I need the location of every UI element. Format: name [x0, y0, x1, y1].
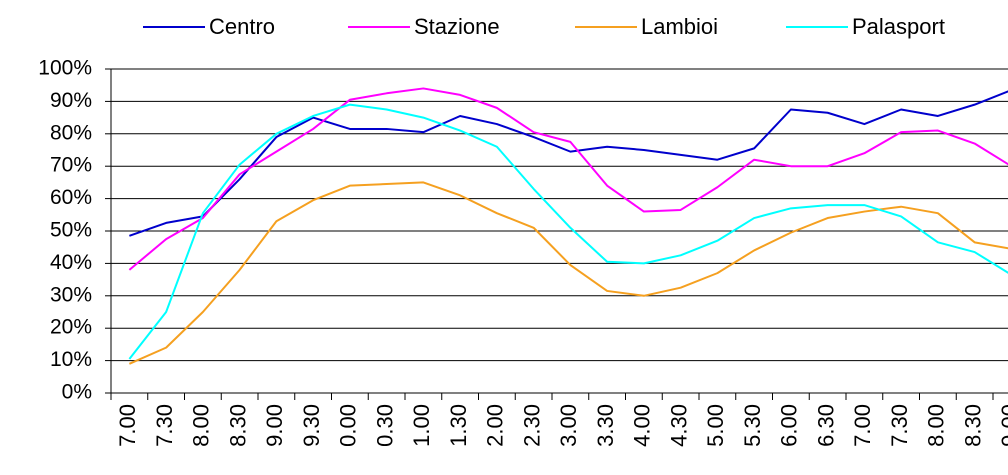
y-tick-label: 90%	[50, 89, 92, 112]
y-tick-label: 20%	[50, 316, 92, 339]
x-tick-label: 1.30	[446, 404, 471, 447]
x-tick-label: 3.30	[593, 404, 618, 447]
x-tick-label: 5.30	[740, 404, 765, 447]
y-tick-label: 40%	[50, 251, 92, 274]
x-tick-label: 8.00	[924, 404, 949, 447]
legend-label: Lambioi	[641, 14, 718, 39]
y-tick-label: 30%	[50, 283, 92, 306]
x-tick-label: 7.00	[850, 404, 875, 447]
x-tick-label: 6.00	[777, 404, 802, 447]
x-tick-label: 8.30	[225, 404, 250, 447]
x-tick-label: 9.30	[299, 404, 324, 447]
series-line	[128, 87, 1008, 271]
x-tick-label: 8.30	[960, 404, 985, 447]
y-tick-label: 100%	[38, 57, 92, 80]
y-tick-label: 0%	[62, 381, 92, 404]
x-tick-label: 1.00	[409, 404, 434, 447]
legend-label: Centro	[209, 14, 275, 39]
legend-label: Stazione	[414, 14, 500, 39]
y-tick-label: 10%	[50, 348, 92, 371]
x-tick-label: 7.30	[887, 404, 912, 447]
y-tick-label: 70%	[50, 154, 92, 177]
x-tick-label: 0.30	[372, 404, 397, 447]
x-tick-label: 7.00	[115, 404, 140, 447]
x-tick-label: 9.00	[262, 404, 287, 447]
y-tick-label: 50%	[50, 219, 92, 242]
series-line	[129, 90, 1008, 237]
x-tick-label: 3.00	[556, 404, 581, 447]
x-tick-label: 4.30	[666, 404, 691, 447]
x-tick-label: 5.00	[703, 404, 728, 447]
series-line	[128, 103, 1008, 360]
x-tick-label: 9.00	[997, 404, 1008, 447]
legend-label: Palasport	[852, 14, 945, 39]
x-tick-label: 8.00	[189, 404, 214, 447]
x-tick-label: 7.30	[152, 404, 177, 447]
x-tick-label: 2.30	[519, 404, 544, 447]
x-tick-label: 2.00	[483, 404, 508, 447]
y-tick-label: 80%	[50, 121, 92, 144]
series-line	[128, 181, 1008, 365]
x-tick-label: 6.30	[813, 404, 838, 447]
x-tick-label: 0.00	[336, 404, 361, 447]
x-tick-label: 4.00	[630, 404, 655, 447]
y-tick-label: 60%	[50, 186, 92, 209]
